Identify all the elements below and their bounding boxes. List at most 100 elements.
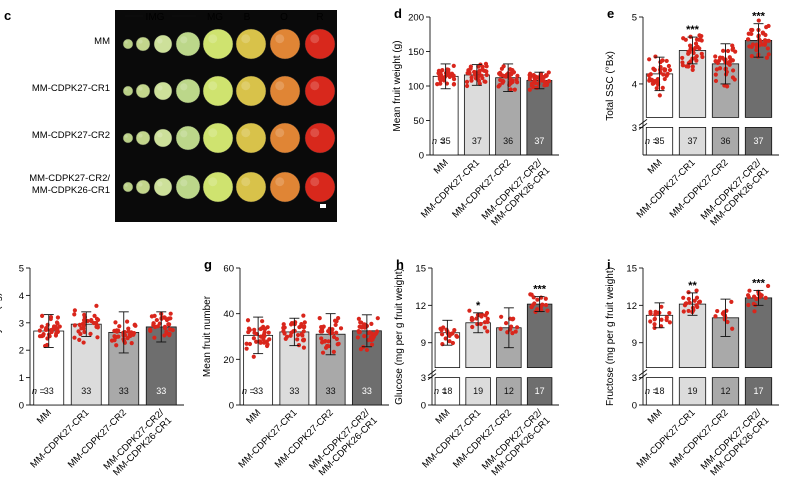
- axis-break: [638, 123, 648, 130]
- scale-bar: [320, 204, 326, 208]
- data-point: [125, 319, 130, 324]
- data-point: [447, 331, 452, 337]
- data-point: [44, 342, 50, 348]
- fruit: [175, 78, 201, 104]
- y-tick-label: 200: [408, 13, 424, 24]
- n-label: 36: [503, 136, 513, 146]
- fruit: [135, 36, 151, 52]
- data-point: [72, 335, 77, 340]
- bar: [463, 74, 490, 156]
- data-point: [485, 316, 490, 321]
- data-point: [338, 326, 344, 331]
- data-point: [699, 51, 704, 56]
- data-point: [95, 335, 100, 340]
- data-point: [265, 342, 270, 347]
- data-point: [654, 86, 659, 91]
- data-point: [658, 60, 663, 65]
- data-point: [535, 307, 540, 312]
- data-point: [281, 322, 286, 327]
- y-tick-label: 15: [415, 264, 426, 275]
- data-point: [756, 43, 762, 48]
- data-point: [162, 324, 168, 329]
- data-point: [529, 304, 534, 309]
- data-point: [546, 78, 552, 84]
- data-point: [730, 75, 736, 80]
- data-point: [319, 327, 325, 332]
- data-point: [88, 331, 93, 336]
- row-labels: MM MM-CDPK27-CR1 MM-CDPK27-CR2 MM-CDPK27-CR…: [29, 36, 110, 196]
- n-label: 18: [654, 386, 664, 396]
- data-point: [109, 338, 115, 343]
- data-point: [652, 316, 657, 321]
- data-point: [47, 334, 52, 339]
- data-point: [527, 87, 532, 92]
- significance-mark: ***: [533, 284, 547, 296]
- panel-letter: i: [607, 257, 611, 272]
- data-point: [714, 67, 719, 72]
- data-point: [297, 325, 302, 330]
- bar-lower: [496, 377, 522, 406]
- data-point: [502, 73, 507, 79]
- chart-d: d 0 50 100 150 200 Mean fruit weight (g) 35 MM 37…: [392, 6, 559, 230]
- data-point: [691, 47, 696, 53]
- data-point: [529, 81, 534, 86]
- data-point: [661, 72, 666, 77]
- fruit: [153, 81, 173, 101]
- data-point: [722, 317, 727, 322]
- data-point: [485, 329, 490, 334]
- category-label: MM-CDPK27-CR2/MM-CDPK26-CR1: [480, 157, 553, 230]
- data-point: [72, 312, 77, 317]
- fruit-highlight: [180, 179, 188, 187]
- category-label: MM-CDPK27-CR1: [635, 157, 698, 220]
- data-point: [660, 85, 665, 90]
- data-point: [667, 310, 672, 316]
- fruit: [153, 128, 173, 148]
- data-point: [153, 324, 158, 330]
- y-tick-label: 150: [408, 47, 424, 58]
- data-point: [690, 64, 695, 69]
- data-point: [747, 44, 752, 49]
- data-point: [538, 71, 544, 76]
- data-point: [484, 64, 489, 69]
- data-point: [686, 308, 691, 314]
- y-tick-label: 3: [421, 373, 426, 384]
- data-point: [763, 295, 768, 300]
- data-point: [469, 78, 474, 83]
- chart-e: e 3 4 5 Total SSC (°Bx) 35 MM *** 37 MM-CDPK27-CR…: [605, 6, 779, 228]
- data-point: [117, 324, 122, 329]
- data-point: [681, 295, 686, 300]
- data-point: [331, 349, 336, 354]
- y-axis-label: Mean fruit number: [202, 295, 213, 377]
- data-point: [295, 332, 301, 338]
- bar-lower: [645, 377, 674, 406]
- fruit-highlight: [310, 34, 320, 44]
- bar: [526, 303, 553, 369]
- fruit-highlight: [124, 87, 128, 91]
- data-point: [358, 320, 363, 325]
- stage-label: MG: [207, 12, 223, 23]
- y-tick-label: 100: [408, 82, 424, 93]
- fruit-highlight: [157, 38, 163, 44]
- significance-mark: **: [688, 280, 697, 292]
- data-point: [359, 325, 364, 330]
- data-point: [447, 339, 452, 344]
- fruit: [269, 28, 301, 60]
- y-tick-label: 40: [223, 309, 234, 320]
- data-point: [497, 71, 502, 76]
- data-point: [505, 330, 510, 335]
- data-point: [508, 67, 513, 72]
- data-point: [503, 321, 509, 326]
- category-label: MM: [646, 157, 665, 176]
- data-point: [662, 76, 667, 82]
- data-point: [532, 301, 537, 306]
- data-point: [112, 334, 117, 339]
- data-point: [690, 67, 695, 73]
- y-axis-label: Fructose (mg per g fruit weight): [605, 267, 616, 406]
- data-point: [713, 314, 718, 319]
- data-point: [764, 55, 769, 60]
- data-point: [289, 322, 294, 327]
- fruit-highlight: [208, 128, 218, 138]
- category-label-line: MM-CDPK27-CR1: [419, 157, 482, 220]
- n-prefix: n =: [242, 386, 255, 396]
- data-point: [533, 80, 538, 86]
